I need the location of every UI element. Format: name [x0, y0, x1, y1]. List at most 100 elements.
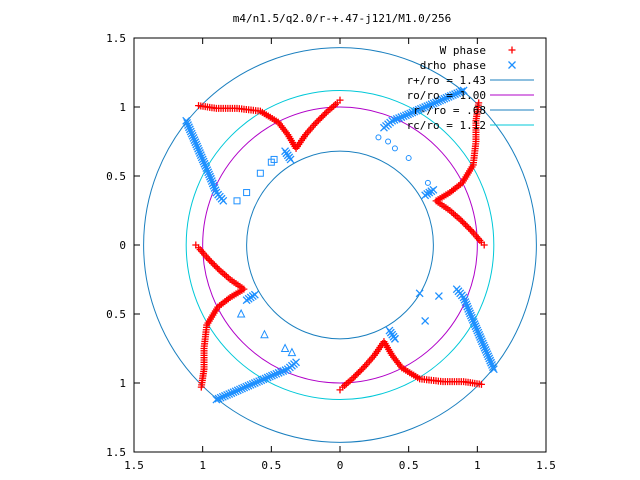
fill-point-1-24-8 [229, 388, 238, 397]
fill-point-1-25-3 [238, 384, 246, 393]
marker-2-0 [415, 289, 424, 298]
axis-ticks: 1.5 1 0.5 0 0.5 1 1.51.510.500.511.5 [106, 32, 556, 472]
marker-3-3 [287, 347, 297, 357]
fill-point-1-11-1 [399, 112, 408, 121]
fill-point-1-10-8 [404, 110, 413, 119]
fill-point-1-9-5 [429, 99, 438, 108]
marker-1-4 [424, 179, 431, 186]
fill-point-0-32-2 [358, 366, 366, 374]
fill-point-1-9-7 [425, 101, 434, 110]
point-1-29 [292, 358, 301, 367]
fill-point-1-10-2 [416, 104, 425, 113]
fill-point-1-9-2 [436, 96, 445, 105]
fill-point-0-20-6 [466, 226, 474, 234]
fill-point-1-19-5 [460, 295, 469, 304]
fill-point-1-3-2 [208, 179, 217, 188]
fill-point-1-25-2 [235, 385, 244, 394]
fill-point-1-24-6 [225, 390, 234, 398]
point-1-25 [231, 387, 240, 396]
fill-point-1-1-8 [197, 153, 206, 162]
fill-point-1-9-4 [431, 98, 440, 107]
fill-point-0-20-2 [460, 219, 468, 227]
point-1-3 [206, 174, 215, 183]
fill-point-1-17-2 [479, 341, 488, 350]
fill-point-0-44-4 [209, 260, 217, 268]
point-0-35 [336, 386, 344, 394]
marker-0-0 [256, 169, 264, 177]
fill-point-1-17-3 [478, 339, 487, 348]
marker-0-1 [243, 189, 251, 197]
marker-2-2 [421, 316, 430, 325]
fill-point-1-26-4 [259, 375, 268, 384]
marker-1-1 [385, 138, 392, 145]
fill-point-1-11-4 [392, 115, 401, 123]
fill-point-1-1-4 [194, 144, 203, 153]
fill-point-1-10-6 [408, 108, 417, 117]
circle-r-3 [185, 89, 495, 401]
legend-label-0: W phase [440, 44, 486, 57]
fill-point-1-2-7 [205, 170, 214, 179]
fill-point-1-18-3 [470, 320, 479, 329]
y-tick-label-1: 1 [119, 101, 126, 114]
fill-point-1-24-1 [214, 394, 223, 403]
marker-1-3 [405, 155, 412, 162]
y-tick-label-3: 0 [119, 239, 126, 252]
fill-point-1-17-6 [476, 333, 485, 341]
fill-point-0-8-1 [313, 118, 321, 126]
point-1-19 [465, 307, 474, 316]
fill-point-1-17-4 [477, 337, 486, 346]
fill-point-1-26-3 [257, 376, 266, 385]
fill-point-1-19-3 [462, 300, 471, 309]
fill-point-1-2-8 [206, 172, 214, 181]
fill-point-1-3-1 [207, 177, 216, 186]
fill-point-1-0-7 [188, 131, 197, 140]
fill-point-1-8-8 [442, 93, 451, 102]
marker-0-4 [270, 155, 278, 163]
y-tick-label-0: 1.5 [106, 32, 126, 45]
point-1-27 [270, 370, 279, 379]
marker-3-1 [260, 329, 269, 339]
legend-label-3: ro/ro = 1.00 [407, 89, 486, 102]
point-1-8 [459, 86, 468, 95]
fill-point-1-0-5 [186, 127, 195, 136]
fill-point-1-24-3 [218, 392, 227, 401]
fill-point-0-32-1 [359, 364, 367, 372]
x-tick-label-6: 1.5 [536, 459, 556, 472]
fill-point-1-8-7 [444, 92, 453, 101]
fill-point-0-32-4 [354, 369, 362, 377]
fill-point-1-27-5 [281, 366, 290, 375]
legend-label-2: r+/ro = 1.43 [407, 74, 486, 87]
fill-point-1-10-3 [414, 105, 423, 114]
fill-point-1-8-6 [446, 92, 455, 100]
point-0-20 [457, 216, 465, 224]
point-1-11 [401, 111, 410, 120]
fill-point-0-20-3 [462, 221, 470, 229]
y-tick-label-6: 1.5 [106, 446, 126, 459]
fill-point-1-11-5 [390, 115, 399, 124]
x-tick-label-0: 1.5 [124, 459, 144, 472]
fill-point-0-8-2 [314, 116, 322, 124]
fill-point-1-9-3 [434, 97, 442, 106]
fill-point-1-18-7 [466, 311, 475, 320]
circle-r-0 [143, 47, 537, 443]
marker-2-1 [434, 292, 443, 301]
fill-point-1-25-7 [246, 380, 255, 389]
fill-point-1-16-5 [485, 354, 494, 363]
x-tick-label-4: 0.5 [399, 459, 419, 472]
point-1-0 [182, 116, 191, 125]
fill-point-0-44-6 [206, 256, 214, 264]
fill-point-1-27-1 [272, 369, 281, 378]
fill-point-1-10-5 [410, 107, 419, 116]
point-1-18 [473, 326, 482, 335]
fill-point-1-0-4 [185, 125, 194, 134]
fill-point-1-17-5 [477, 335, 485, 344]
fill-point-1-26-1 [253, 378, 261, 387]
marker-1-0 [375, 134, 382, 141]
circle-layer [143, 47, 537, 443]
fill-point-1-1-2 [192, 140, 201, 149]
fill-point-1-26-7 [265, 372, 274, 381]
fill-point-1-18-8 [466, 309, 474, 318]
fill-point-1-19-1 [464, 304, 473, 313]
fill-point-0-32-6 [351, 372, 359, 380]
